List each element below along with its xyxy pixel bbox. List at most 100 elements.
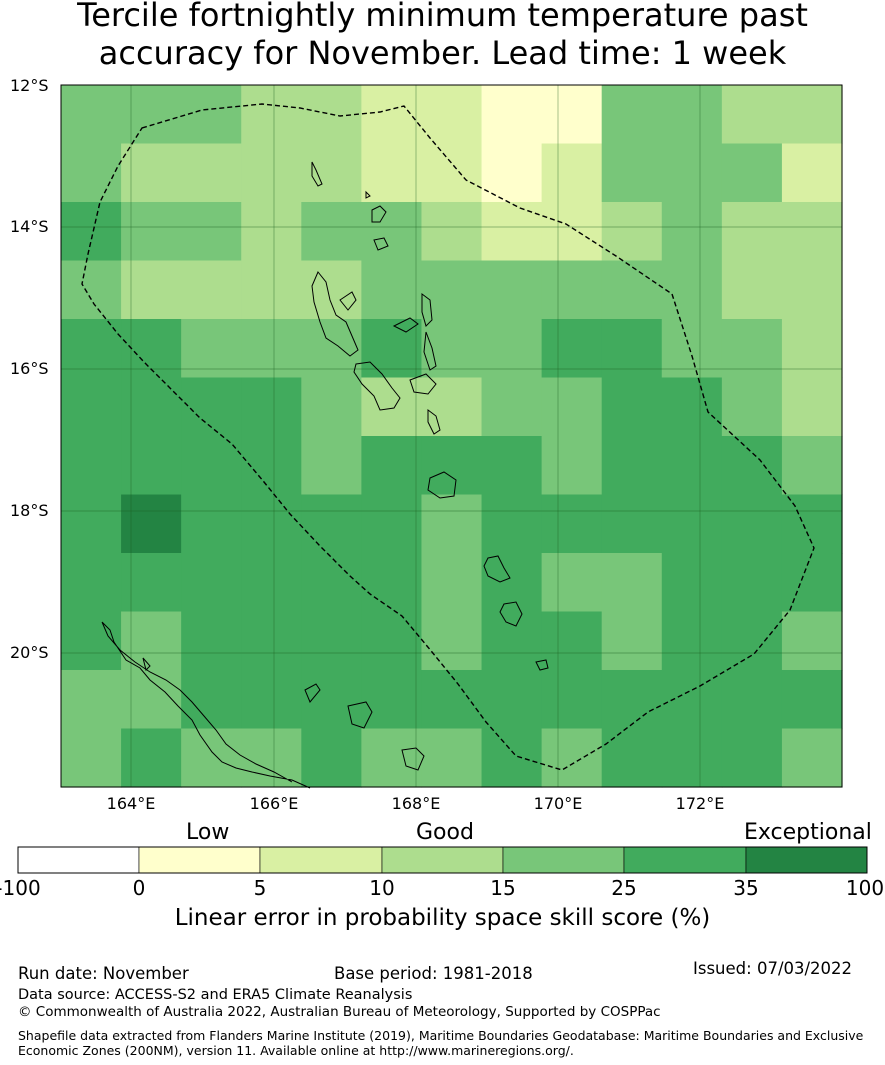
skill-cell <box>721 553 783 613</box>
colorbar-tick: 15 <box>490 876 516 900</box>
skill-cell <box>361 553 423 613</box>
skill-cell <box>661 202 723 262</box>
skill-cell <box>181 553 242 613</box>
issued-date: Issued: 07/03/2022 <box>693 959 853 978</box>
colorbar-bin <box>623 846 747 874</box>
skill-cell <box>481 611 543 671</box>
skill-cell <box>661 85 723 145</box>
skill-cell <box>301 202 362 262</box>
colorbar-tick: 0 <box>132 876 146 900</box>
skill-cell <box>301 728 362 788</box>
colorbar-bin <box>259 846 383 874</box>
colorbar-tick: 5 <box>253 876 267 900</box>
new-caledonia-coast <box>101 621 311 789</box>
shapefile-credit-line-1: Shapefile data extracted from Flanders M… <box>18 1028 864 1043</box>
skill-cell <box>361 143 423 203</box>
skill-cell <box>301 377 362 437</box>
skill-cell <box>481 494 543 554</box>
skill-cell <box>781 611 843 671</box>
lat-label-12s: 12°S <box>10 76 49 95</box>
colorbar-tick: 10 <box>369 876 395 900</box>
skill-cell <box>421 202 483 262</box>
skill-cell <box>61 611 122 671</box>
title-line-2: accuracy for November. Lead time: 1 week <box>98 34 787 72</box>
skill-cell <box>481 377 543 437</box>
colorbar-label: Linear error in probability space skill … <box>174 905 711 931</box>
skill-cell <box>301 611 362 671</box>
skill-cell <box>541 377 603 437</box>
skill-cell <box>241 436 302 496</box>
skill-cell <box>661 553 723 613</box>
skill-cell <box>241 611 302 671</box>
skill-cell <box>721 611 783 671</box>
skill-cell <box>481 436 543 496</box>
skill-cell <box>541 143 603 203</box>
colorbar-frame <box>17 846 868 874</box>
skill-cell <box>301 319 362 379</box>
lat-label-20s: 20°S <box>10 643 49 662</box>
lat-label-16s: 16°S <box>10 359 49 378</box>
skill-cell <box>181 143 242 203</box>
skill-cell <box>601 260 663 320</box>
skill-cell <box>541 85 603 145</box>
skill-cell <box>481 670 543 730</box>
skill-cell <box>241 728 302 788</box>
lon-label-166e: 166°E <box>249 794 299 813</box>
skill-cell <box>361 319 423 379</box>
skill-cell <box>241 553 302 613</box>
espiritu-santo-coast <box>311 271 359 357</box>
skill-cell <box>241 377 302 437</box>
skill-cell <box>421 436 483 496</box>
skill-cell <box>301 494 362 554</box>
skill-cell <box>661 377 723 437</box>
skill-cell <box>781 553 843 613</box>
eez-boundary <box>81 103 815 771</box>
shapefile-credit-line-2: Economic Zones (200NM), version 11. Avai… <box>18 1043 574 1058</box>
skill-cell <box>421 319 483 379</box>
colorbar-tick: 100 <box>845 876 885 900</box>
skill-cell <box>421 260 483 320</box>
skill-cell <box>781 377 843 437</box>
skill-cell <box>61 202 122 262</box>
skill-cell <box>541 202 603 262</box>
skill-cell <box>661 436 723 496</box>
skill-cell <box>541 553 603 613</box>
skill-cell <box>601 670 663 730</box>
colorbar-bins <box>17 846 868 874</box>
colorbar-word-low: Low <box>186 820 230 845</box>
skill-cell <box>61 728 122 788</box>
skill-cell <box>481 85 543 145</box>
skill-cell <box>601 143 663 203</box>
lon-label-172e: 172°E <box>675 794 725 813</box>
skill-cell <box>301 143 362 203</box>
skill-cell <box>721 319 783 379</box>
skill-cell <box>541 611 603 671</box>
skill-cell <box>241 494 302 554</box>
skill-cell <box>421 611 483 671</box>
colorbar-tick: 25 <box>611 876 637 900</box>
skill-cell <box>601 377 663 437</box>
skill-cell <box>361 494 423 554</box>
lon-label-164e: 164°E <box>106 794 156 813</box>
skill-grid <box>61 85 843 788</box>
copyright: © Commonwealth of Australia 2022, Austra… <box>18 1004 661 1020</box>
colorbar-bin <box>745 846 868 874</box>
skill-cell <box>481 260 543 320</box>
colorbar-bin <box>502 846 625 874</box>
skill-cell <box>781 436 843 496</box>
map-title: Tercile fortnightly minimum temperature … <box>0 0 885 72</box>
skill-cell <box>61 436 122 496</box>
colorbar-tick: 35 <box>733 876 759 900</box>
skill-cell <box>361 436 423 496</box>
skill-cell <box>361 260 423 320</box>
map-frame <box>60 84 843 788</box>
skill-cell <box>361 611 423 671</box>
skill-cell <box>661 611 723 671</box>
skill-cell <box>181 260 242 320</box>
skill-cell <box>241 143 302 203</box>
skill-cell <box>241 260 302 320</box>
colorbar-word-good: Good <box>416 820 474 845</box>
skill-cell <box>181 494 242 554</box>
skill-cell <box>301 260 362 320</box>
skill-cell <box>241 319 302 379</box>
